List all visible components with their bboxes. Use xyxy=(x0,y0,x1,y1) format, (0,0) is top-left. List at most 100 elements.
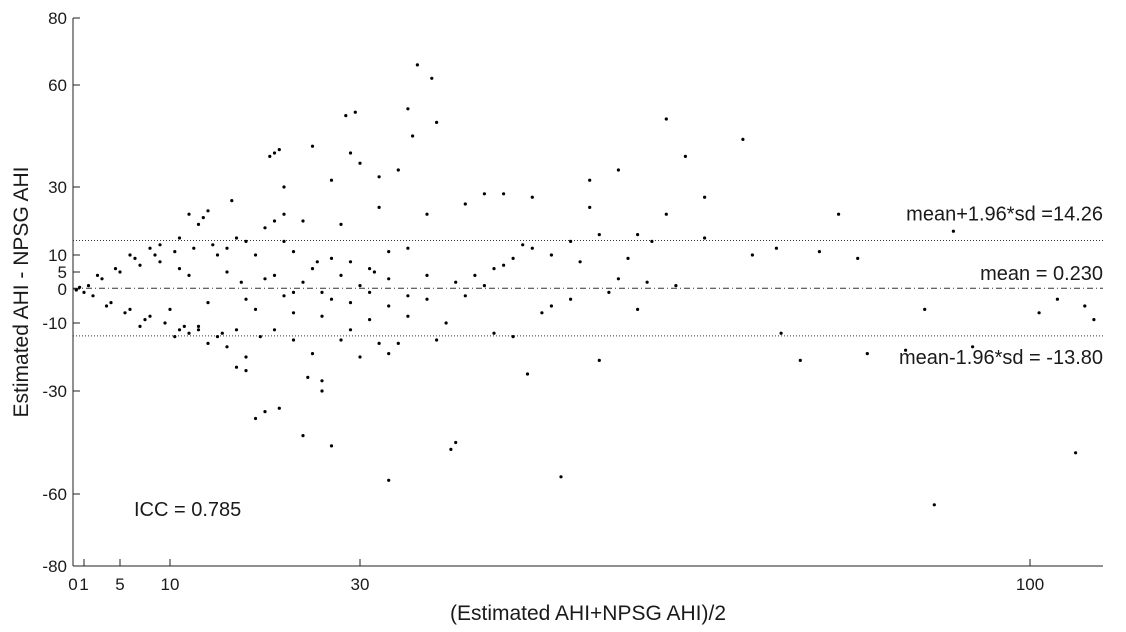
data-point xyxy=(168,307,172,311)
data-point xyxy=(664,117,668,121)
data-point xyxy=(244,297,248,301)
data-point xyxy=(310,352,315,356)
data-point xyxy=(253,253,258,257)
data-point xyxy=(932,503,936,507)
data-point xyxy=(703,195,707,199)
data-point xyxy=(817,250,822,254)
data-point xyxy=(201,216,205,220)
data-point xyxy=(425,273,429,277)
data-point xyxy=(750,253,755,257)
data-point xyxy=(377,341,381,345)
data-point xyxy=(244,355,248,359)
data-point xyxy=(301,434,305,438)
data-point xyxy=(268,154,272,158)
data-point xyxy=(683,154,688,158)
data-point xyxy=(82,290,86,294)
data-point xyxy=(387,304,391,308)
data-point xyxy=(206,341,210,345)
plot-area xyxy=(72,18,1103,567)
y-tick-label: -60 xyxy=(42,485,67,504)
data-point xyxy=(430,76,434,80)
data-point xyxy=(215,253,220,257)
data-point xyxy=(415,63,419,67)
data-point xyxy=(206,301,210,305)
data-point xyxy=(118,270,122,274)
x-axis-ticks: 0 1 5 10 30 100 xyxy=(68,559,1044,594)
data-point xyxy=(454,440,458,445)
data-point xyxy=(234,328,239,332)
data-point xyxy=(607,290,611,294)
data-point xyxy=(291,290,296,294)
data-point xyxy=(406,246,410,250)
data-point xyxy=(449,447,453,451)
data-point xyxy=(123,311,127,315)
data-point xyxy=(703,236,707,240)
data-point xyxy=(196,324,201,328)
data-point xyxy=(315,260,319,264)
data-point xyxy=(396,168,400,172)
x-axis-label: (Estimated AHI+NPSG AHI)/2 xyxy=(450,602,726,625)
data-point xyxy=(904,348,908,352)
data-point xyxy=(128,307,132,311)
data-point xyxy=(320,389,324,393)
data-point xyxy=(502,192,506,196)
data-point xyxy=(329,444,334,448)
data-point xyxy=(339,273,343,277)
data-point xyxy=(225,246,229,250)
data-point xyxy=(798,358,802,362)
data-point xyxy=(291,250,296,254)
data-point xyxy=(272,219,277,223)
data-point xyxy=(329,256,334,260)
data-point xyxy=(206,209,210,213)
data-point xyxy=(626,256,630,260)
x-tick-label: 100 xyxy=(1016,575,1044,594)
data-point xyxy=(220,331,224,335)
y-tick-label: 80 xyxy=(48,9,67,28)
data-point xyxy=(616,168,621,172)
data-point xyxy=(636,233,640,237)
data-point xyxy=(348,151,353,155)
data-point xyxy=(244,239,248,243)
icc-annotation: ICC = 0.785 xyxy=(134,499,241,521)
data-point xyxy=(951,229,956,233)
data-point xyxy=(230,199,234,203)
data-point xyxy=(244,369,248,373)
data-point xyxy=(263,410,267,414)
data-point xyxy=(525,372,530,376)
data-point xyxy=(177,267,182,271)
data-point xyxy=(74,288,78,292)
data-point xyxy=(158,260,162,264)
data-point xyxy=(492,267,496,271)
data-point xyxy=(1055,297,1059,301)
data-point xyxy=(177,328,182,332)
data-point xyxy=(282,294,286,298)
data-point xyxy=(138,324,142,328)
data-point xyxy=(741,137,745,141)
data-point xyxy=(444,321,448,325)
data-point xyxy=(253,307,258,311)
data-point xyxy=(473,273,477,277)
y-tick-label: -10 xyxy=(42,314,67,333)
data-point xyxy=(234,365,239,369)
data-point xyxy=(182,324,186,328)
data-point xyxy=(272,328,277,332)
data-point xyxy=(368,290,372,294)
data-point xyxy=(1037,311,1041,315)
data-point xyxy=(406,314,410,318)
data-point xyxy=(234,236,239,240)
data-point xyxy=(353,110,357,114)
data-point xyxy=(569,297,573,301)
y-tick-label: -30 xyxy=(42,382,67,401)
data-point xyxy=(329,297,334,301)
data-point xyxy=(320,290,324,294)
y-axis-label: Estimated AHI - NPSG AHI xyxy=(10,167,33,418)
data-point xyxy=(492,331,496,335)
data-point xyxy=(377,205,381,209)
data-point xyxy=(211,243,215,247)
data-point xyxy=(569,239,573,243)
data-point xyxy=(1074,451,1078,455)
y-tick-label: 60 xyxy=(48,76,67,95)
data-point xyxy=(387,277,391,281)
data-point xyxy=(282,185,286,189)
data-point xyxy=(291,338,296,342)
